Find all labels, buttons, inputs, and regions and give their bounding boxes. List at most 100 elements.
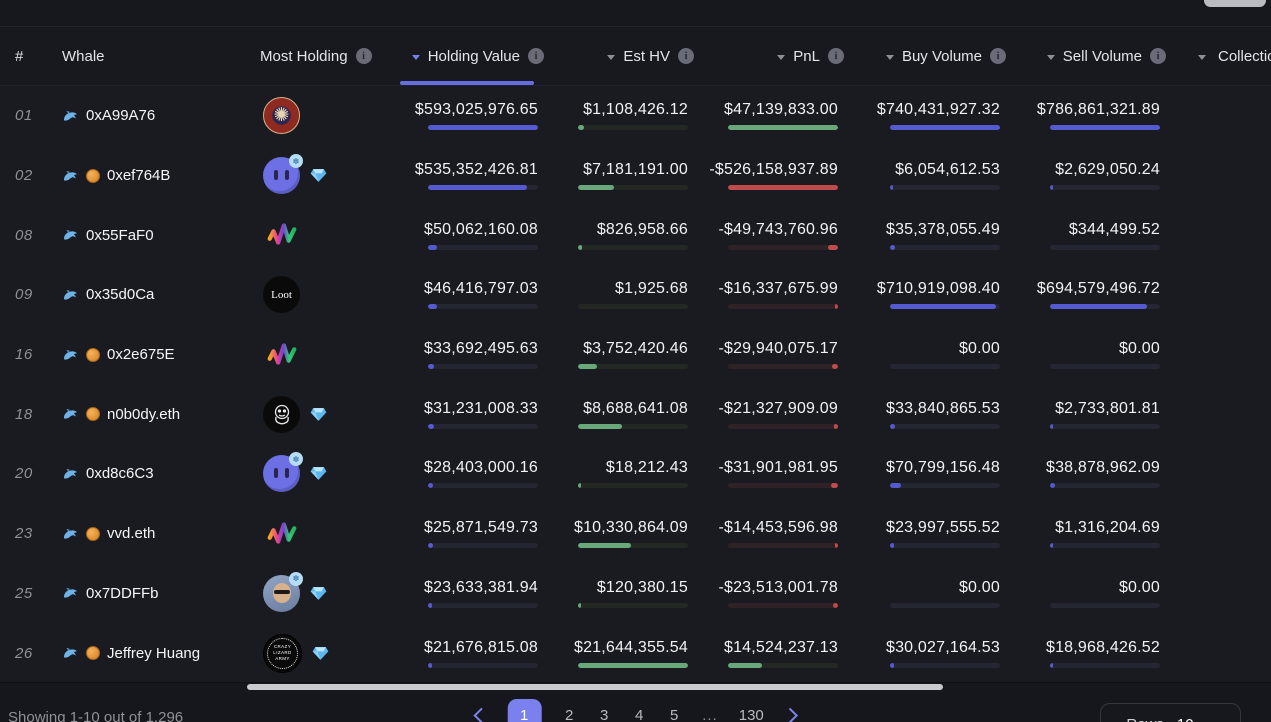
whale-name[interactable]: 0xef764B (107, 167, 171, 185)
cutoff-button[interactable] (1204, 0, 1266, 7)
buy-volume-value: $740,431,927.32 (876, 101, 1000, 119)
bar-fill (1050, 304, 1148, 310)
whale-name[interactable]: 0xd8c6C3 (86, 465, 154, 483)
bar-fill (890, 125, 1000, 131)
whale-cell[interactable]: Jeffrey Huang (44, 645, 226, 662)
holding-value-cell: $23,633,381.94 (346, 579, 548, 608)
dolphin-icon (62, 108, 79, 124)
info-icon[interactable]: i (1150, 48, 1166, 64)
col-header-sell-volume[interactable]: Sell Volume i (1010, 27, 1170, 85)
avatar-eye (285, 468, 289, 479)
table-row[interactable]: 01 0xA99A76 ✺ $593,025,976.65 $1,108,426.12 $… (0, 86, 1271, 146)
whale-cell[interactable]: 0x2e675E (44, 346, 226, 363)
sort-desc-icon[interactable] (885, 54, 894, 60)
whale-cell[interactable]: 0x55FaF0 (44, 227, 226, 244)
whale-cell[interactable]: vvd.eth (44, 525, 226, 542)
table-row[interactable]: 20 0xd8c6C3 ✽ $28,403,000.16 $18,212.43 -$31,… (0, 444, 1271, 504)
waveform-collection-avatar[interactable] (263, 515, 300, 552)
pnl-value: -$29,940,075.17 (718, 340, 838, 358)
whale-name[interactable]: vvd.eth (107, 525, 156, 543)
col-header-pnl[interactable]: PnL i (698, 27, 848, 85)
whale-name[interactable]: Jeffrey Huang (107, 644, 201, 662)
loot-collection-avatar[interactable]: Loot (263, 276, 300, 314)
waveform-collection-avatar[interactable] (263, 217, 300, 254)
info-icon[interactable]: i (355, 48, 372, 64)
bar-fill (890, 543, 894, 549)
prev-page-icon[interactable] (472, 707, 489, 722)
holding-value-cell: $593,025,976.65 (346, 101, 548, 131)
pnl-bar (728, 185, 838, 191)
coin-badge-icon (86, 526, 100, 541)
sort-desc-icon[interactable] (1046, 54, 1055, 60)
whale-cell[interactable]: 0x7DDFFb (44, 585, 226, 602)
page-button-2[interactable]: 2 (565, 706, 574, 722)
bar-fill (578, 364, 598, 370)
dolphin-icon (62, 287, 79, 303)
page-button-3[interactable]: 3 (600, 706, 609, 722)
page-button-5[interactable]: 5 (670, 706, 679, 722)
pnl-cell: -$31,901,981.95 (698, 459, 848, 489)
sort-desc-icon[interactable] (777, 54, 786, 60)
table-row[interactable]: 02 0xef764B ✽ $535,352,426.81 $7,181,191.00 -… (0, 146, 1271, 206)
sketch-ape-collection-avatar[interactable] (263, 395, 300, 433)
page-button-4[interactable]: 4 (635, 706, 644, 722)
whale-name[interactable]: 0x2e675E (107, 346, 175, 364)
whale-name[interactable]: 0x7DDFFb (86, 584, 159, 602)
info-icon[interactable]: i (828, 48, 844, 64)
whale-cell[interactable]: 0xd8c6C3 (44, 465, 226, 482)
bar-fill (578, 662, 688, 668)
whale-name[interactable]: 0x55FaF0 (86, 226, 154, 244)
whale-name[interactable]: n0b0dy.eth (107, 405, 181, 423)
coin-badge-icon (86, 168, 100, 183)
pnl-value: $14,524,237.13 (723, 638, 838, 656)
lizard-collection-avatar[interactable]: CRAZY LIZARD ARMY (263, 633, 302, 673)
buy-volume-value: $23,997,555.52 (885, 519, 1000, 537)
sort-desc-icon[interactable] (1198, 54, 1206, 60)
page-button-1[interactable]: 1 (507, 699, 542, 722)
info-icon[interactable]: i (528, 48, 544, 64)
holding-bar (428, 364, 538, 370)
most-holding-cell: ✽ (226, 571, 346, 612)
whale-cell[interactable]: n0b0dy.eth (44, 406, 226, 423)
table-row[interactable]: 16 0x2e675E $33,692,495.63 $3,752,420.46 -$2… (0, 325, 1271, 385)
est-hv-value: $18,212.43 (605, 459, 688, 477)
buy-volume-cell: $0.00 (848, 340, 1010, 370)
pnl-value: -$49,743,760.96 (718, 220, 838, 238)
sort-desc-icon[interactable] (607, 54, 616, 60)
col-header-est-hv[interactable]: Est HV i (548, 27, 698, 85)
bar-fill (890, 662, 895, 668)
col-header-holding-value[interactable]: Holding Value i (346, 27, 548, 85)
whale-cell[interactable]: 0x35d0Ca (44, 286, 226, 303)
showing-count-text: Showing 1-10 out of 1,296 (8, 709, 184, 722)
whale-name[interactable]: 0xA99A76 (86, 107, 156, 125)
rows-per-page-select[interactable]: Rows 10 (1100, 703, 1241, 722)
mfer-collection-avatar[interactable]: ✽ (263, 571, 303, 612)
coin-badge-icon (86, 646, 100, 661)
table-row[interactable]: 23 vvd.eth $25,871,549.73 $10,330,864.09 -$1… (0, 504, 1271, 564)
col-header-buy-volume[interactable]: Buy Volume i (848, 27, 1010, 85)
info-icon[interactable]: i (990, 48, 1006, 64)
doodle-collection-avatar[interactable]: ✽ (263, 452, 303, 493)
col-header-collections[interactable]: Collections (1170, 27, 1271, 85)
table-row[interactable]: 18 n0b0dy.eth $31,231,008.33 $8,688,641.08 -… (0, 384, 1271, 444)
buy-volume-cell: $33,840,865.53 (848, 400, 1010, 429)
horizontal-scrollbar[interactable] (247, 684, 943, 690)
whale-cell[interactable]: 0xA99A76 (44, 107, 226, 124)
red-emblem-collection-avatar[interactable]: ✺ (263, 97, 300, 135)
page-button-130[interactable]: 130 (738, 706, 764, 722)
table-row[interactable]: 26 Jeffrey Huang CRAZY LIZARD ARMY $21,676,… (0, 623, 1271, 683)
doodle-collection-avatar[interactable]: ✽ (263, 154, 303, 195)
table-row[interactable]: 09 0x35d0Ca Loot $46,416,797.03 $1,925.68 -$1… (0, 265, 1271, 325)
table-row[interactable]: 08 0x55FaF0 $50,062,160.08 $826,958.66 -$49,… (0, 205, 1271, 265)
sell-volume-value: $2,733,801.81 (1055, 399, 1160, 417)
pnl-cell: -$526,158,937.89 (698, 161, 848, 191)
waveform-collection-avatar[interactable] (263, 336, 300, 373)
whale-name[interactable]: 0x35d0Ca (86, 286, 155, 304)
whale-cell[interactable]: 0xef764B (44, 167, 226, 184)
info-icon[interactable]: i (678, 48, 694, 64)
table-row[interactable]: 25 0x7DDFFb ✽ $23,633,381.94 $120,380.15 -$23… (0, 564, 1271, 624)
bar-fill (1050, 483, 1056, 489)
next-page-icon[interactable] (782, 707, 799, 722)
sort-desc-icon-active[interactable] (411, 54, 420, 60)
bar-fill (578, 423, 623, 429)
